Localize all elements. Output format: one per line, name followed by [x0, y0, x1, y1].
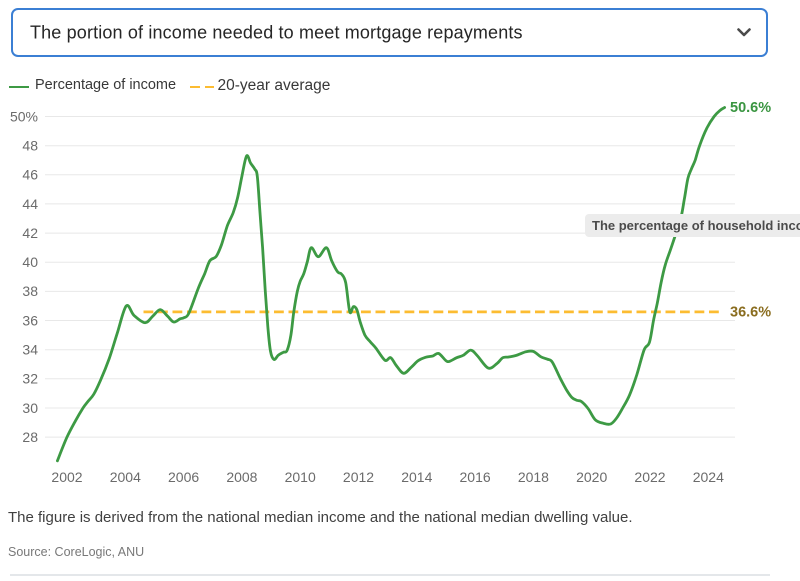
svg-text:34: 34: [22, 342, 38, 358]
svg-text:36: 36: [22, 312, 38, 328]
svg-text:2012: 2012: [343, 469, 374, 485]
svg-text:48: 48: [22, 138, 38, 154]
svg-text:38: 38: [22, 283, 38, 299]
svg-text:50.6%: 50.6%: [730, 100, 771, 116]
svg-text:32: 32: [22, 371, 38, 387]
svg-text:28: 28: [22, 429, 38, 445]
svg-text:2010: 2010: [285, 469, 316, 485]
svg-text:2018: 2018: [518, 469, 549, 485]
svg-text:40: 40: [22, 254, 38, 270]
svg-text:2014: 2014: [401, 469, 432, 485]
svg-text:46: 46: [22, 167, 38, 183]
svg-text:30: 30: [22, 400, 38, 416]
svg-text:36.6%: 36.6%: [730, 305, 771, 321]
svg-text:50%: 50%: [10, 108, 38, 124]
svg-text:2004: 2004: [110, 469, 141, 485]
svg-text:2006: 2006: [168, 469, 199, 485]
svg-text:2024: 2024: [693, 469, 724, 485]
svg-text:44: 44: [22, 196, 38, 212]
svg-text:2022: 2022: [634, 469, 665, 485]
svg-text:2016: 2016: [460, 469, 491, 485]
svg-text:2002: 2002: [51, 469, 82, 485]
svg-text:2008: 2008: [226, 469, 257, 485]
svg-text:2020: 2020: [576, 469, 607, 485]
svg-text:42: 42: [22, 225, 38, 241]
